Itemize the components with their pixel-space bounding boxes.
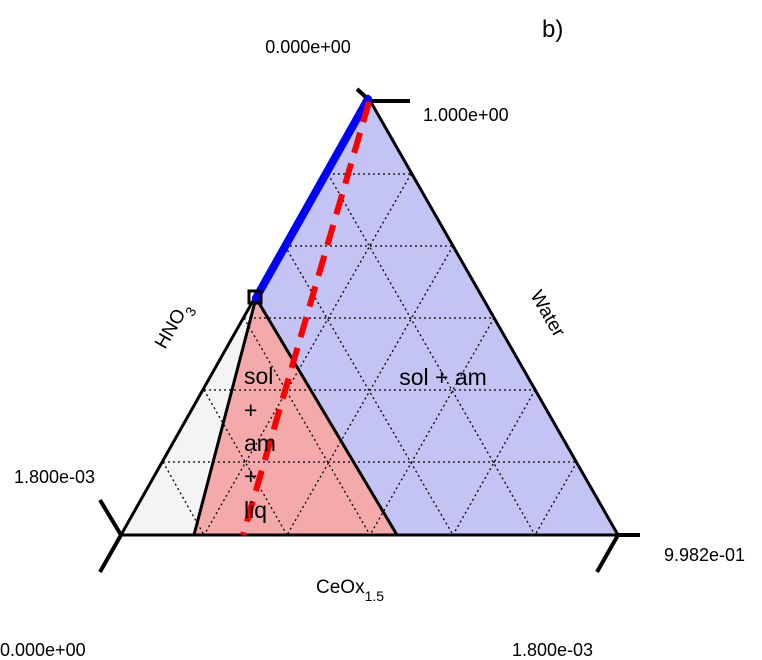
invariant-point-marker: [247, 289, 263, 305]
right-axis-title: Water: [526, 287, 570, 341]
bottom-right-corner-value: 1.800e-03: [512, 640, 593, 660]
panel-label: b): [542, 16, 563, 43]
bottom-left-corner-value: 0.000e+00: [0, 640, 86, 660]
bottom-axis-title: CeOx1.5: [316, 577, 384, 604]
triangle-outline: [118, 93, 621, 537]
top-corner-value: 0.000e+00: [265, 37, 351, 57]
right-corner-value: 9.982e-01: [664, 545, 745, 565]
sol-am-liq-label-line-2: +: [244, 397, 257, 423]
grid-lines: [162, 173, 578, 536]
sol-am-region-label: sol + am: [399, 364, 487, 390]
left-axis-title: HNO3: [151, 298, 199, 355]
sol-am-region: [256, 97, 618, 535]
left-corner-value: 1.800e-03: [14, 467, 95, 487]
sol-am-liq-region: [194, 298, 397, 535]
phase-boundaries: [192, 297, 399, 536]
sol-am-liq-label-line-3: am: [244, 430, 276, 456]
sol-am-liq-label-line-4: +: [244, 463, 257, 489]
sol-am-liq-label-line-5: liq: [244, 497, 267, 523]
top-right-corner-value: 1.000e+00: [423, 105, 509, 125]
sol-am-liq-label-line-1: sol: [244, 363, 273, 389]
hno3-water-edge-line: [252, 95, 372, 302]
dashed-tie-line: [240, 101, 372, 536]
